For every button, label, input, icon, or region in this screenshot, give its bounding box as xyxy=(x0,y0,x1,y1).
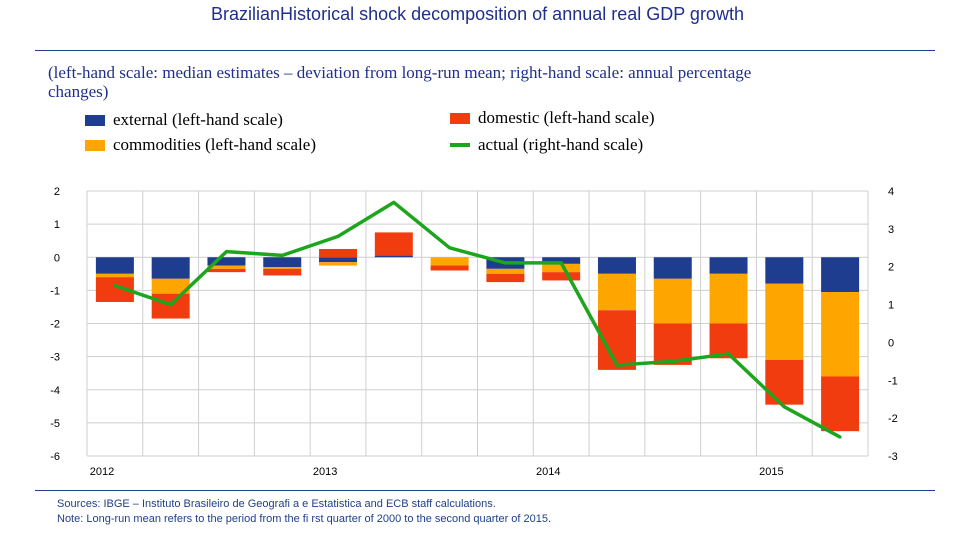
bar-domestic xyxy=(319,248,358,258)
bar-commodities xyxy=(151,278,190,294)
bar-external xyxy=(653,257,692,279)
bar-domestic xyxy=(430,265,469,271)
bar-external xyxy=(765,257,804,284)
line-layer xyxy=(113,200,842,439)
y-left-tick-label: -4 xyxy=(50,385,60,397)
bar-commodities xyxy=(542,263,581,273)
point-actual xyxy=(503,261,507,265)
bar-domestic xyxy=(821,376,860,432)
x-tick-label: 2015 xyxy=(759,466,783,478)
point-actual xyxy=(782,405,786,409)
point-actual xyxy=(671,359,675,363)
bar-commodities xyxy=(319,262,358,266)
y-left-tick-label: 1 xyxy=(54,219,60,231)
y-left-tick-label: 0 xyxy=(54,252,60,264)
y-left-tick-label: -3 xyxy=(50,352,60,364)
bar-commodities xyxy=(430,257,469,266)
y-right-tick-label: -1 xyxy=(888,375,898,387)
legend-domestic-label: domestic (left-hand scale) xyxy=(478,108,655,127)
bar-domestic xyxy=(263,268,302,276)
footer: Sources: IBGE – Instituto Brasileiro de … xyxy=(57,497,937,527)
chart-subtitle: (left-hand scale: median estimates – dev… xyxy=(48,63,752,101)
y-left-tick-label: -6 xyxy=(50,451,60,463)
bar-commodities xyxy=(709,273,748,324)
bar-domestic xyxy=(486,273,525,283)
point-actual xyxy=(280,253,284,257)
legend-domestic-swatch xyxy=(450,112,470,124)
point-actual xyxy=(559,261,563,265)
legend-commodities-swatch xyxy=(85,139,105,151)
bar-commodities xyxy=(207,265,246,269)
bar-commodities xyxy=(765,283,804,360)
legend-external-label: external (left-hand scale) xyxy=(113,110,283,129)
legend-actual-label: actual (right-hand scale) xyxy=(478,135,644,154)
bar-domestic xyxy=(207,268,246,273)
x-tick-label: 2014 xyxy=(536,466,560,478)
y-right-tick-label: 1 xyxy=(888,300,894,312)
legend-external-swatch xyxy=(85,114,105,126)
legend-commodities-label: commodities (left-hand scale) xyxy=(113,135,316,154)
point-actual xyxy=(336,234,340,238)
bar-commodities xyxy=(597,273,636,311)
bar-external xyxy=(319,257,358,263)
legend-actual: actual (right-hand scale) xyxy=(450,135,643,155)
y-right-tick-label: 2 xyxy=(888,262,894,274)
bar-external xyxy=(151,257,190,279)
bar-commodities xyxy=(486,268,525,274)
legend-commodities: commodities (left-hand scale) xyxy=(85,135,316,155)
bar-external xyxy=(542,257,581,264)
x-tick-label: 2012 xyxy=(90,466,114,478)
bar-external xyxy=(263,257,302,268)
chart-title: BrazilianHistorical shock decomposition … xyxy=(211,4,744,24)
bar-external xyxy=(709,257,748,274)
bar-external xyxy=(95,257,134,274)
legend-actual-swatch xyxy=(450,143,470,147)
bar-commodities xyxy=(653,278,692,324)
point-actual xyxy=(224,250,228,254)
y-right-tick-label: -3 xyxy=(888,451,898,463)
y-right-tick-label: 3 xyxy=(888,224,894,236)
x-tick-label: 2013 xyxy=(313,466,337,478)
y-right-tick-label: 4 xyxy=(888,186,894,198)
sources-note: Sources: IBGE – Instituto Brasileiro de … xyxy=(57,498,496,510)
point-actual xyxy=(727,352,731,356)
bar-external xyxy=(207,257,246,266)
legend-external: external (left-hand scale) xyxy=(85,110,283,130)
point-actual xyxy=(392,200,396,204)
point-actual xyxy=(113,284,117,288)
bar-domestic xyxy=(374,232,413,256)
point-actual xyxy=(169,303,173,307)
bar-domestic xyxy=(765,359,804,405)
bar-external xyxy=(374,255,413,258)
bar-external xyxy=(821,257,860,293)
y-right-tick-label: -2 xyxy=(888,413,898,425)
line-actual xyxy=(114,200,841,439)
y-left-tick-label: -1 xyxy=(50,285,60,297)
point-actual xyxy=(448,246,452,250)
bar-commodities xyxy=(95,273,134,278)
y-left-tick-label: -5 xyxy=(50,418,60,430)
bar-domestic xyxy=(542,272,581,281)
bar-commodities xyxy=(821,292,860,377)
bar-layer xyxy=(95,232,860,432)
bar-external xyxy=(597,257,636,274)
point-actual xyxy=(838,435,842,439)
title-rule xyxy=(35,50,935,51)
y-left-tick-label: -2 xyxy=(50,319,60,331)
legend-domestic: domestic (left-hand scale) xyxy=(450,108,655,128)
bar-commodities xyxy=(263,267,302,269)
point-actual xyxy=(615,363,619,367)
y-right-tick-label: 0 xyxy=(888,337,894,349)
grid-layer xyxy=(86,190,869,457)
y-left-tick-label: 2 xyxy=(54,186,60,198)
footnote: Note: Long-run mean refers to the period… xyxy=(57,513,552,525)
footer-rule xyxy=(35,490,935,491)
axis-layer: 2 1 0 -1 -2 -3 -4 -5 -6 4 3 2 1 0 -1 -2 -3 2012 2013 2014 20… xyxy=(50,186,898,478)
